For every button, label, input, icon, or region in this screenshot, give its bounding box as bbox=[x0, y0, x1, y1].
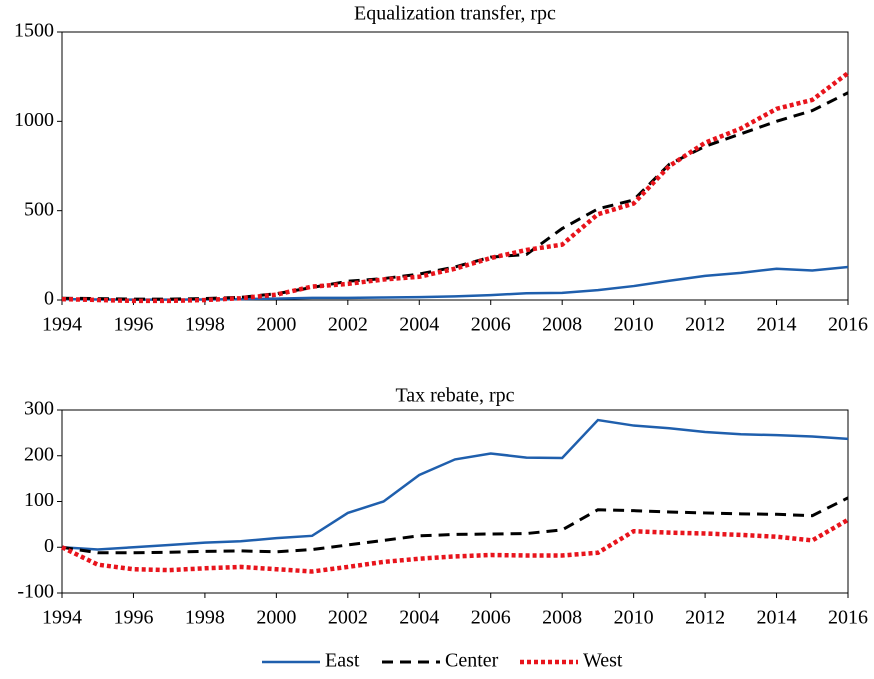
x-tick-label: 2010 bbox=[614, 607, 654, 629]
y-tick-label: 300 bbox=[24, 398, 54, 420]
x-tick-label: 2000 bbox=[256, 314, 296, 336]
series-line: Center bbox=[61, 91, 849, 301]
y-tick-label: 0 bbox=[44, 535, 54, 557]
x-tick-label: 2004 bbox=[399, 314, 439, 336]
x-tick-label: 1994 bbox=[42, 314, 82, 336]
x-tick-label: 2000 bbox=[256, 607, 296, 629]
series-line: West bbox=[61, 71, 850, 304]
x-tick-label: 2002 bbox=[328, 607, 368, 629]
x-tick-label: 2016 bbox=[828, 607, 868, 629]
x-tick-label: 1994 bbox=[42, 607, 82, 629]
y-tick-label: 1500 bbox=[14, 20, 54, 42]
x-tick-label: 2008 bbox=[542, 314, 582, 336]
y-tick-label: 0 bbox=[44, 288, 54, 310]
x-tick-label: 2006 bbox=[471, 607, 511, 629]
x-tick-label: 2008 bbox=[542, 607, 582, 629]
x-tick-label: 1998 bbox=[185, 607, 225, 629]
y-tick-label: 200 bbox=[24, 443, 54, 465]
x-tick-label: 2012 bbox=[685, 607, 725, 629]
x-tick-label: 2014 bbox=[757, 607, 797, 629]
series-line: East bbox=[61, 418, 849, 551]
series-line: Center bbox=[61, 496, 849, 555]
x-tick-label: 2010 bbox=[614, 314, 654, 336]
series-line: East bbox=[61, 265, 849, 301]
y-tick-label: -100 bbox=[17, 581, 54, 603]
chart-title: Tax rebate, rpc bbox=[395, 385, 514, 407]
legend-label: West bbox=[583, 650, 623, 672]
plot-frame bbox=[61, 31, 849, 301]
y-tick-label: 1000 bbox=[14, 109, 54, 131]
x-tick-label: 2016 bbox=[828, 314, 868, 336]
x-tick-label: 1996 bbox=[113, 607, 153, 629]
x-tick-label: 2002 bbox=[328, 314, 368, 336]
y-tick-label: 100 bbox=[24, 489, 54, 511]
x-tick-label: 2006 bbox=[471, 314, 511, 336]
legend-label: Center bbox=[445, 650, 499, 672]
x-tick-label: 2012 bbox=[685, 314, 725, 336]
plot-frame bbox=[61, 409, 849, 594]
y-tick-label: 500 bbox=[24, 198, 54, 220]
series-line: West bbox=[61, 517, 850, 574]
x-tick-label: 1998 bbox=[185, 314, 225, 336]
x-tick-label: 2004 bbox=[399, 607, 439, 629]
x-tick-label: 1996 bbox=[113, 314, 153, 336]
x-tick-label: 2014 bbox=[757, 314, 797, 336]
legend-label: East bbox=[325, 650, 360, 672]
chart-title: Equalization transfer, rpc bbox=[354, 3, 556, 25]
